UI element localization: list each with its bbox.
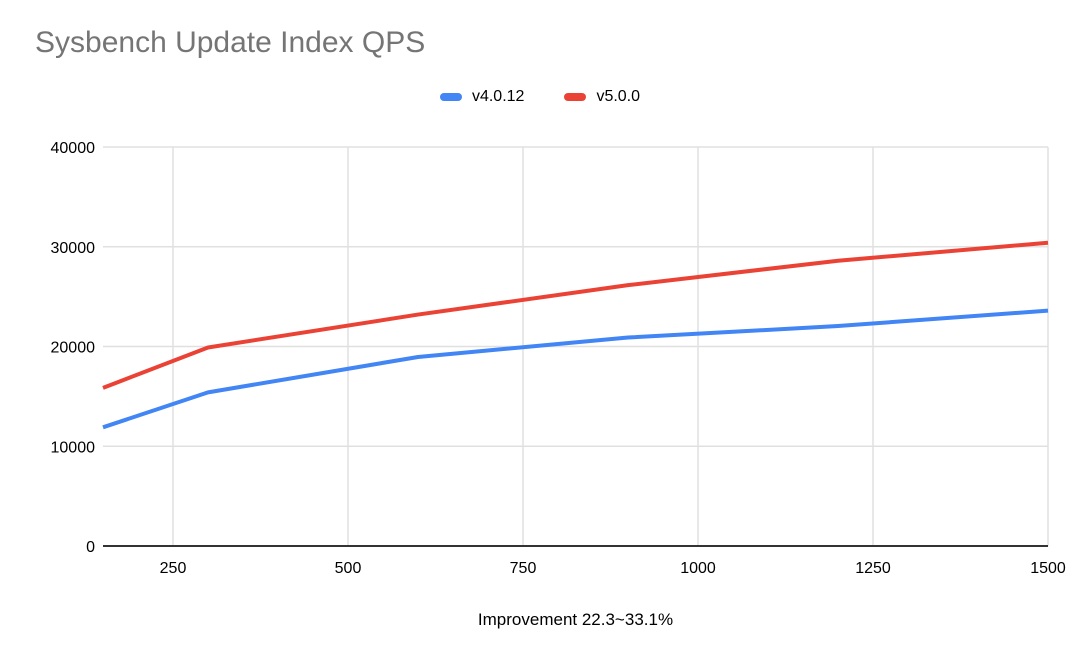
line-chart-plot-area: 0 10000 20000 30000 40000 250 500 750 1000 1250 15… (51, 140, 1066, 577)
legend: v4.0.12 v5.0.0 (0, 88, 1080, 106)
chart-title: Sysbench Update Index QPS (35, 26, 426, 59)
series-line-v4.0.12 (102, 308, 1049, 430)
legend-label: v4.0.12 (471, 88, 525, 105)
x-tick-label: 1500 (1030, 560, 1066, 577)
x-tick-label: 250 (160, 560, 187, 577)
x-tick-label: 1000 (680, 560, 716, 577)
y-tick-label: 30000 (51, 240, 96, 257)
legend-item-v5.0.0: v5.0.0 (564, 88, 640, 106)
legend-label: v5.0.0 (596, 88, 641, 105)
series-line-v5.0.0 (102, 240, 1049, 390)
x-tick-label: 1250 (855, 560, 891, 577)
x-tick-label: 750 (510, 560, 537, 577)
x-tick-label: 500 (335, 560, 362, 577)
legend-item-v4.0.12: v4.0.12 (439, 88, 525, 106)
y-tick-label: 0 (86, 539, 95, 556)
x-axis-label: Improvement 22.3~33.1% (477, 610, 674, 629)
legend-swatch-icon (439, 93, 462, 101)
legend-swatch-icon (564, 93, 587, 101)
y-tick-label: 20000 (51, 340, 96, 357)
y-tick-label: 40000 (51, 140, 96, 157)
y-tick-label: 10000 (51, 439, 96, 456)
